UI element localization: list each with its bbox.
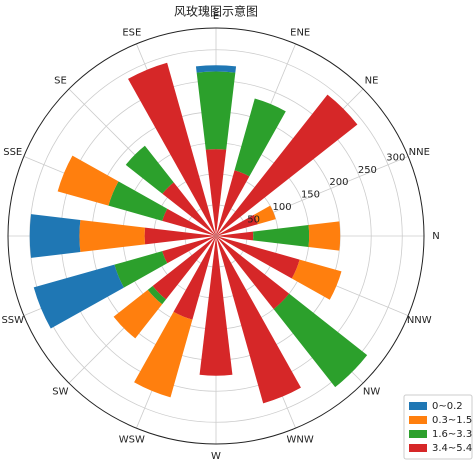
bar-segment bbox=[114, 251, 168, 288]
bar-segment bbox=[205, 149, 227, 236]
bar-segment bbox=[273, 293, 368, 388]
bar-segment bbox=[128, 62, 216, 237]
bar-segment bbox=[253, 205, 276, 225]
bar-segment bbox=[162, 182, 216, 236]
bar-segment bbox=[147, 285, 167, 305]
bar-segment bbox=[57, 155, 119, 206]
direction-label: N bbox=[432, 231, 439, 242]
bar-segment bbox=[108, 181, 168, 221]
r-tick-label: 200 bbox=[329, 177, 348, 188]
bar-segment bbox=[152, 236, 216, 300]
legend-label: 1.6~3.3 bbox=[432, 429, 472, 440]
bar-segment bbox=[216, 214, 258, 236]
bar-segment bbox=[162, 236, 216, 264]
legend-label: 0.3~1.5 bbox=[432, 415, 472, 426]
direction-label: NNE bbox=[409, 147, 430, 158]
legend-swatch bbox=[409, 416, 427, 424]
direction-label: SSW bbox=[1, 315, 24, 326]
r-tick-label: 250 bbox=[358, 165, 377, 176]
direction-label: WNW bbox=[287, 434, 314, 445]
r-tick-label: 150 bbox=[301, 190, 320, 201]
bar-segment bbox=[216, 170, 250, 236]
bar-segment bbox=[162, 208, 216, 236]
bar-segment bbox=[195, 65, 237, 73]
legend-swatch bbox=[409, 430, 427, 438]
direction-label: ENE bbox=[290, 28, 310, 39]
direction-label: WSW bbox=[119, 434, 145, 445]
legend-label: 0~0.2 bbox=[432, 401, 463, 412]
chart-title: 风玫瑰图示意图 bbox=[174, 4, 258, 19]
bar-segment bbox=[144, 227, 216, 245]
legend-label: 3.4~5.4 bbox=[432, 443, 472, 454]
bar-segment bbox=[33, 264, 124, 329]
bar-segment bbox=[291, 259, 342, 300]
legend-box bbox=[403, 394, 473, 460]
direction-label: SSE bbox=[3, 147, 22, 158]
bar-segment bbox=[308, 221, 341, 251]
bar-segment bbox=[125, 145, 174, 194]
direction-label: W bbox=[211, 451, 221, 461]
bar-segment bbox=[234, 98, 286, 177]
bar-segment bbox=[79, 219, 146, 253]
direction-label: NE bbox=[365, 75, 379, 86]
bar-segment bbox=[252, 225, 310, 247]
legend-swatch bbox=[409, 402, 427, 410]
bar-segment bbox=[216, 231, 254, 241]
r-tick-label: 300 bbox=[386, 152, 405, 163]
direction-label: NW bbox=[363, 387, 380, 398]
bar-segment bbox=[216, 236, 301, 404]
direction-label: SE bbox=[54, 75, 67, 86]
bar-segment bbox=[134, 311, 193, 398]
bar-segment bbox=[216, 94, 358, 236]
bar-segment bbox=[216, 236, 290, 310]
r-tick-label: 100 bbox=[273, 202, 292, 213]
direction-label: ESE bbox=[122, 28, 141, 39]
outer-frame bbox=[7, 27, 425, 445]
bar-segment bbox=[196, 71, 236, 150]
bar-segment bbox=[113, 289, 163, 339]
bar-segment bbox=[199, 236, 233, 376]
r-tick-label: 50 bbox=[247, 215, 260, 226]
direction-label: SW bbox=[52, 387, 68, 398]
bar-segment bbox=[29, 214, 81, 258]
bar-segment bbox=[216, 236, 300, 279]
legend-swatch bbox=[409, 444, 427, 452]
bar-segment bbox=[173, 236, 216, 320]
direction-label: E bbox=[213, 11, 219, 22]
direction-label: NNW bbox=[407, 315, 432, 326]
